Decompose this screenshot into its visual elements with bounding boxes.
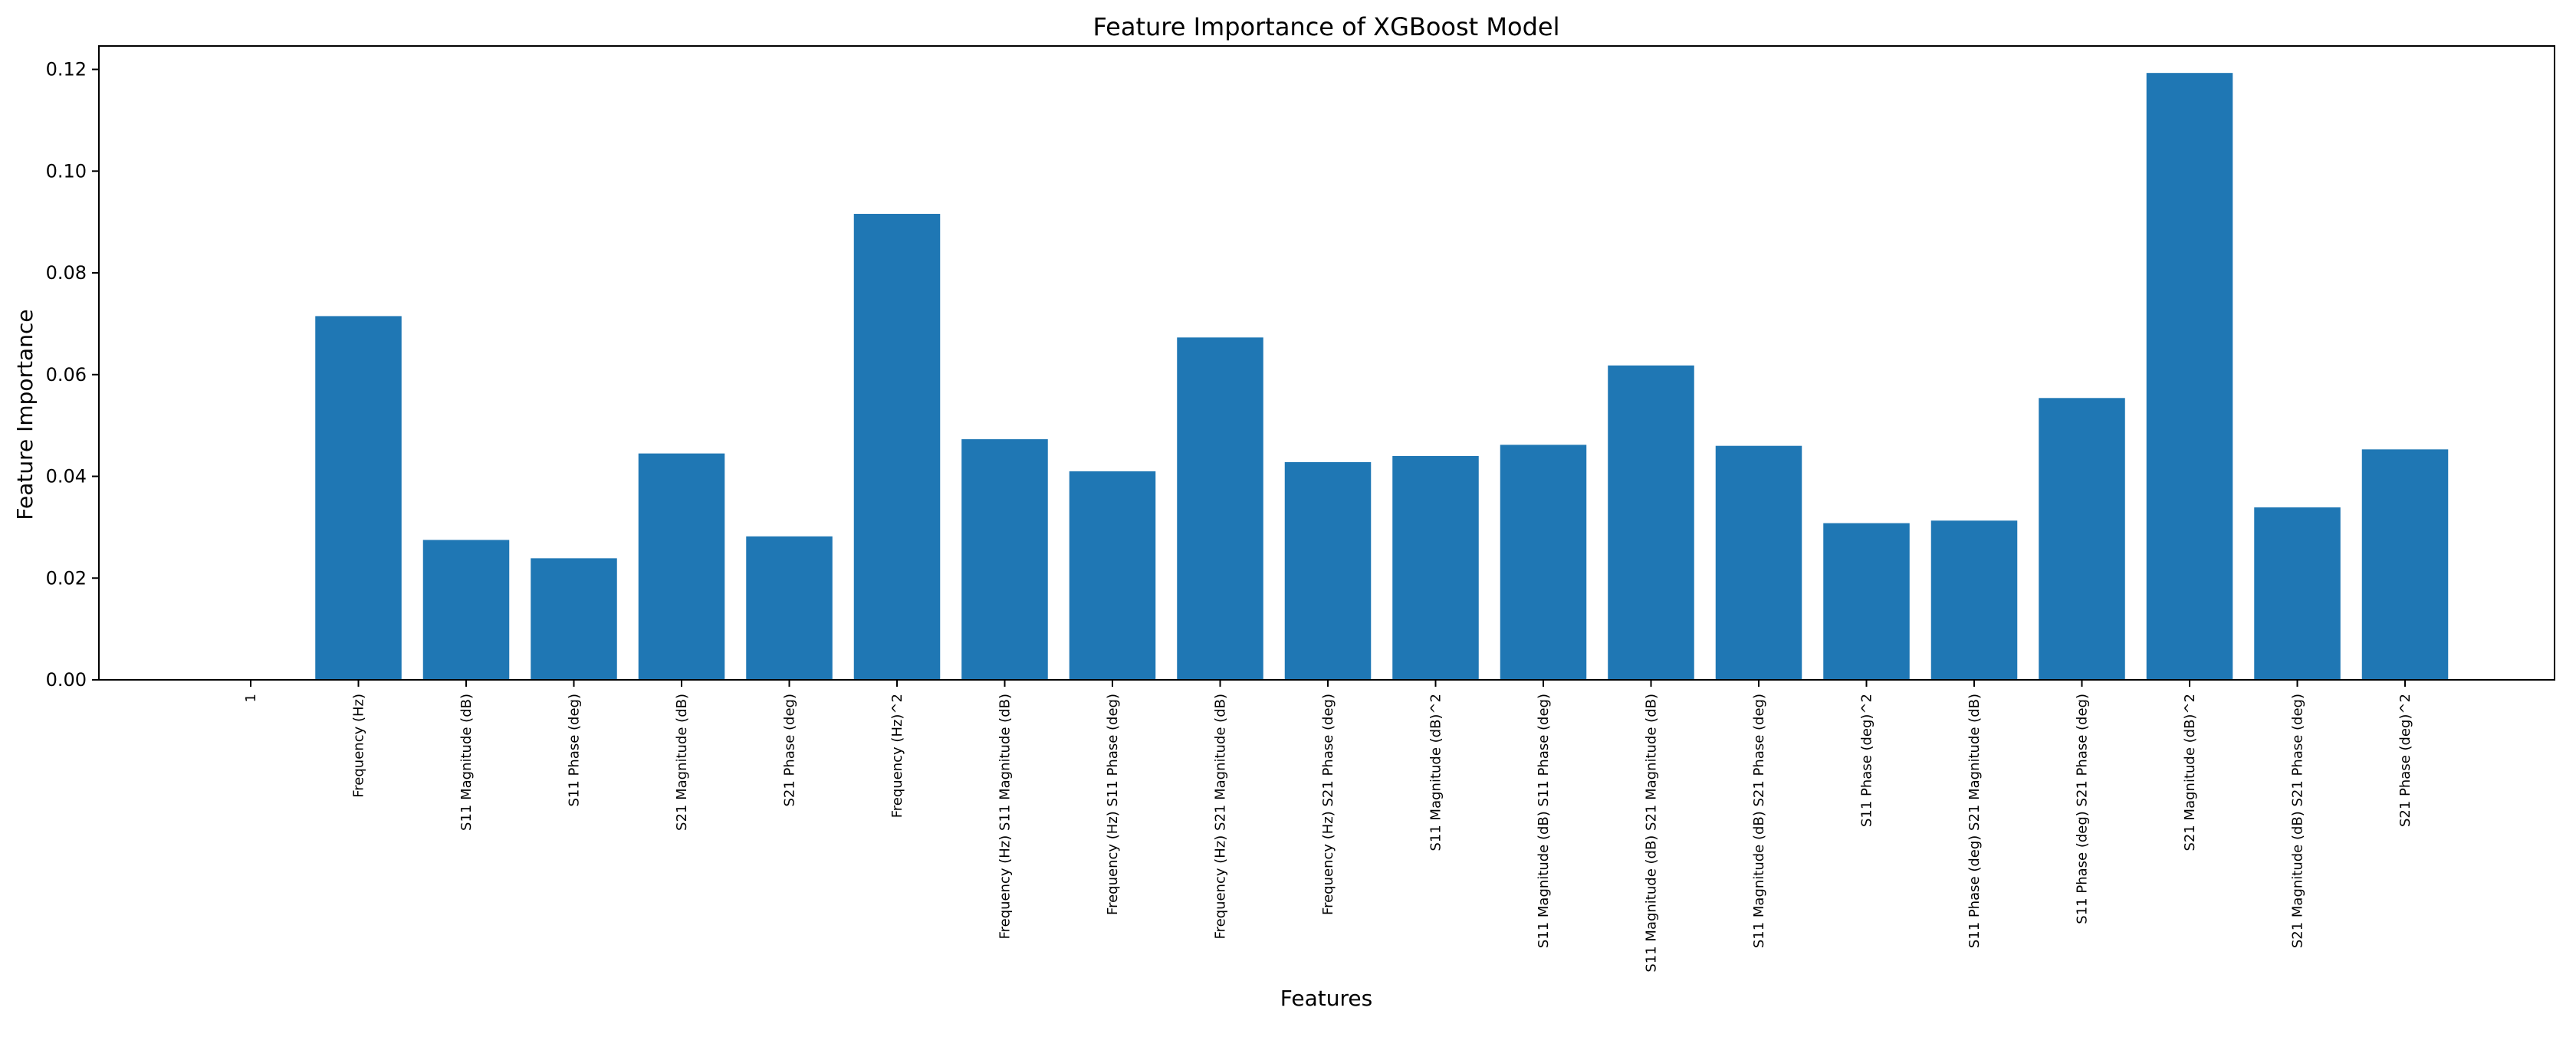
x-tick-label: S11 Phase (deg) [567,694,583,807]
x-tick-label: S11 Magnitude (dB)^2 [1428,694,1444,852]
x-tick-label: S11 Magnitude (dB) [458,694,475,831]
bar-13 [1608,365,1694,680]
bar-4 [638,453,725,680]
x-tick-label: S21 Magnitude (dB) [674,694,690,831]
x-tick-label: Frequency (Hz) S11 Magnitude (dB) [997,694,1014,939]
x-tick-label: S11 Phase (deg) S21 Phase (deg) [2075,694,2091,924]
x-tick-label: S11 Magnitude (dB) S11 Phase (deg) [1536,694,1552,948]
x-tick-label: Frequency (Hz) [351,694,367,798]
bar-5 [746,536,833,680]
x-tick-label: Frequency (Hz) S21 Magnitude (dB) [1213,694,1229,939]
bar-17 [2039,398,2125,680]
x-tick-label: S21 Magnitude (dB) S21 Phase (deg) [2290,694,2306,948]
bar-15 [1823,523,1910,680]
x-tick-label: S11 Phase (deg) S21 Magnitude (dB) [1967,694,1983,948]
y-tick-label: 0.12 [46,59,87,80]
y-axis: 0.00 0.02 0.04 0.06 0.08 0.10 0.12 [46,59,99,691]
x-tick-label: S21 Phase (deg) [782,694,798,807]
y-tick-label: 0.10 [46,160,87,182]
x-tick-label: Frequency (Hz)^2 [889,694,905,818]
y-tick-label: 0.08 [46,262,87,284]
x-tick-label: S21 Phase (deg)^2 [2397,694,2413,827]
y-tick-label: 0.06 [46,364,87,386]
bar-1 [315,316,402,680]
x-axis-title: Features [1280,986,1372,1011]
x-tick-label: Frequency (Hz) S11 Phase (deg) [1105,694,1121,915]
bar-2 [422,540,510,680]
x-axis: 1 Frequency (Hz) S11 Magnitude (dB) S11 Pha… [243,680,2413,973]
y-tick-label: 0.02 [46,567,87,589]
bar-10 [1284,461,1372,680]
bars-layer [315,73,2449,681]
bar-6 [853,214,941,680]
plot-frame [98,45,2555,681]
x-tick-label: S11 Magnitude (dB) S21 Magnitude (dB) [1644,694,1660,973]
bar-3 [531,558,617,680]
chart-title: Feature Importance of XGBoost Model [1093,12,1560,41]
bar-9 [1177,337,1263,680]
x-tick-label: 1 [243,694,259,702]
bar-7 [961,439,1048,680]
bar-16 [1930,520,2018,680]
bar-14 [1715,445,1802,680]
y-tick-label: 0.00 [46,669,87,691]
x-tick-label: S21 Magnitude (dB)^2 [2182,694,2198,852]
bar-8 [1069,471,1156,680]
bar-20 [2361,449,2449,680]
bar-19 [2254,507,2341,680]
y-tick-label: 0.04 [46,466,87,487]
bar-12 [1500,445,1587,680]
x-tick-label: Frequency (Hz) S21 Phase (deg) [1320,694,1336,915]
x-tick-label: S11 Phase (deg)^2 [1859,694,1875,827]
x-tick-label: S11 Magnitude (dB) S21 Phase (deg) [1751,694,1767,948]
y-axis-title: Feature Importance [12,309,38,520]
bar-18 [2146,73,2233,681]
bar-11 [1392,455,1479,680]
